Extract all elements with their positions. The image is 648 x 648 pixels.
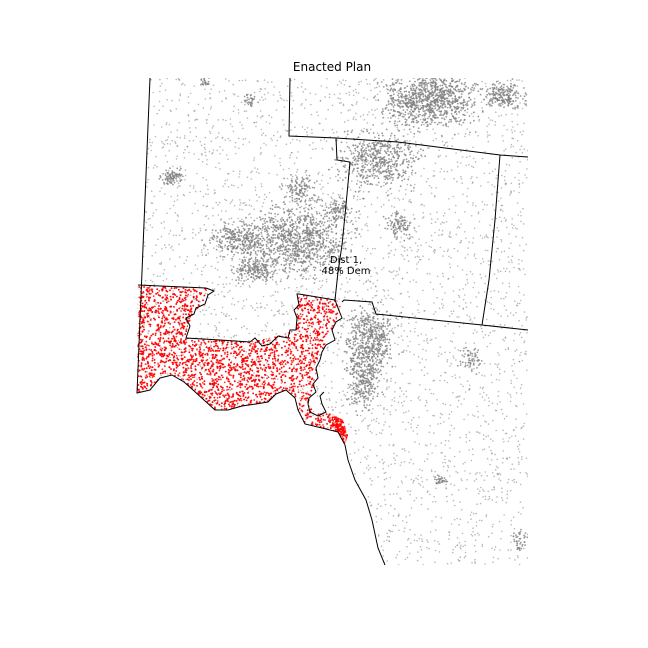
district-1-boundary	[185, 287, 300, 347]
population-clusters-other	[158, 78, 528, 552]
district-name: Dist 1,	[329, 255, 363, 266]
district-1-boundary	[307, 299, 343, 417]
county-boundary	[298, 293, 336, 301]
population-dots-other	[137, 78, 528, 565]
county-boundary	[137, 284, 207, 289]
district-label: Dist 1, 48% Dem	[296, 255, 396, 277]
map-title: Enacted Plan	[292, 60, 372, 74]
county-boundary	[335, 137, 529, 158]
district-dem-share: 48% Dem	[321, 266, 371, 277]
county-boundary	[481, 154, 501, 326]
state-boundary	[136, 77, 386, 566]
county-boundary	[341, 299, 529, 331]
county-boundary	[288, 77, 351, 301]
